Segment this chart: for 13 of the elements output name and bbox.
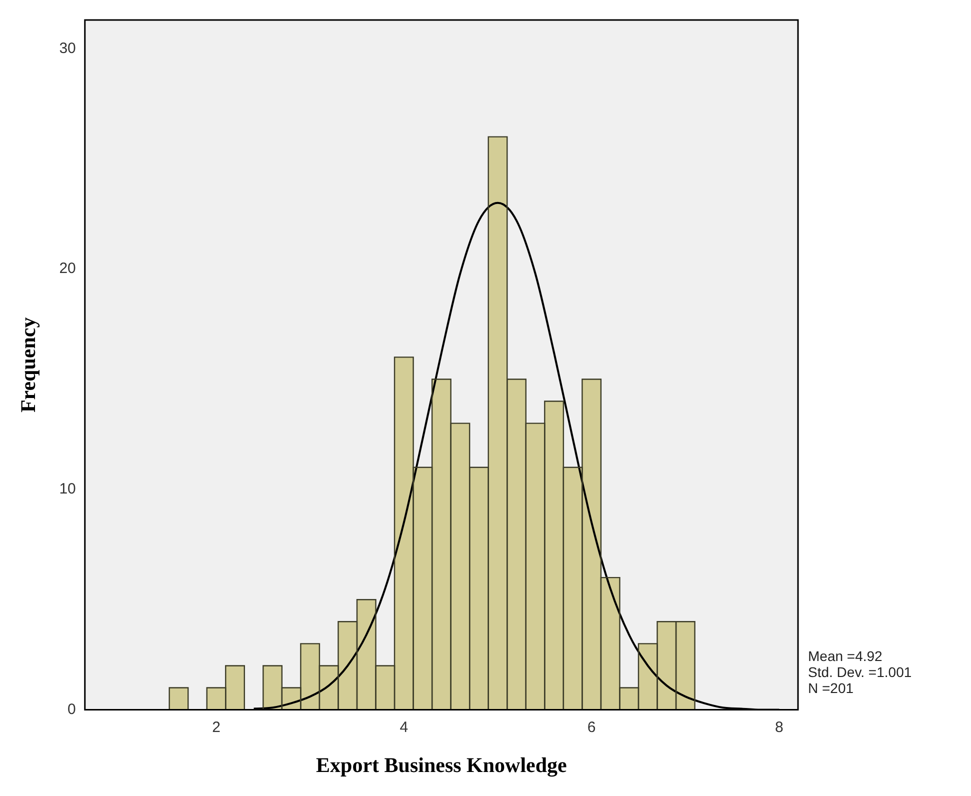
x-axis-title: Export Business Knowledge — [316, 752, 567, 777]
y-tick-label: 0 — [68, 700, 76, 718]
text: Std. Dev. =1.001 — [808, 664, 912, 680]
y-tick-label: 30 — [59, 40, 76, 57]
text: N =201 — [808, 680, 855, 696]
x-tick-label: 6 — [587, 718, 596, 736]
x-tick-label: 2 — [212, 718, 220, 736]
y-tick-label: 20 — [59, 260, 76, 278]
x-tick-label: 8 — [775, 718, 784, 736]
text: Mean =4.92 — [808, 648, 884, 664]
y-axis-title: Frequency — [16, 316, 40, 413]
x-tick-label: 4 — [400, 718, 408, 736]
y-tick-label: 10 — [59, 480, 76, 498]
